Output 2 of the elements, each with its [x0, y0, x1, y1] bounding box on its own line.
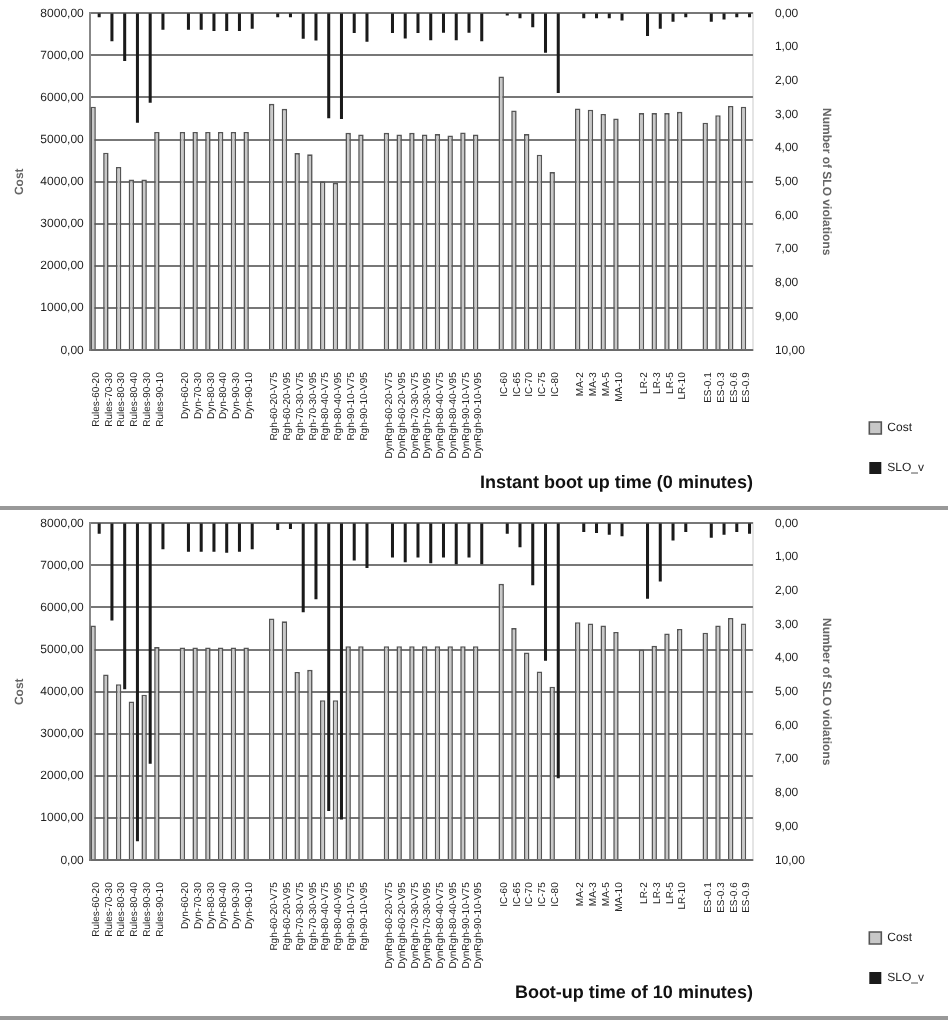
- x-axis-title: Boot-up time of 10 minutes): [514, 982, 753, 1003]
- x-axis-title: Instant boot up time (0 minutes): [479, 472, 753, 493]
